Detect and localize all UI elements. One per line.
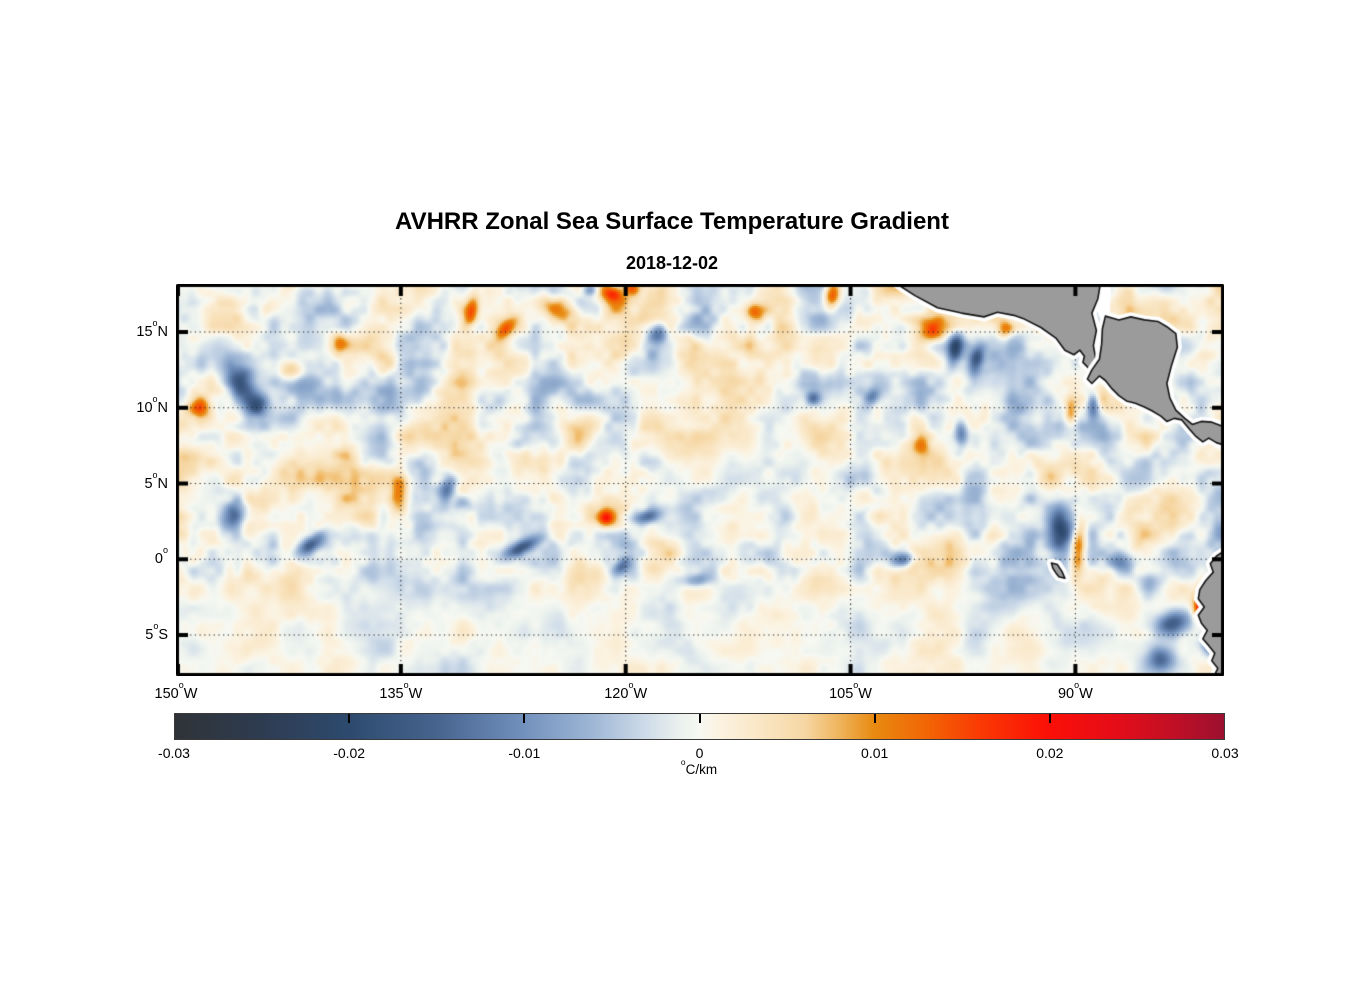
colorbar-tick bbox=[873, 714, 876, 723]
colorbar-tick-label: 0.02 bbox=[1036, 745, 1064, 761]
date-subtitle: 2018-12-02 bbox=[625, 253, 719, 273]
colorbar-unit-label: oC/km bbox=[680, 756, 718, 777]
x-tick-label: 150oW bbox=[154, 680, 198, 702]
y-tick-label: 5oN bbox=[144, 469, 168, 492]
x-tick-label: 90oW bbox=[1057, 680, 1093, 702]
colorbar-tick-label: 0 bbox=[695, 745, 704, 761]
y-tick-label: 0o bbox=[154, 545, 168, 568]
colorbar-tick bbox=[523, 714, 526, 723]
colorbar-tick-label: 0.01 bbox=[861, 745, 889, 761]
colorbar-tick-label: -0.01 bbox=[508, 745, 541, 761]
colorbar-tick bbox=[348, 714, 351, 723]
map-canvas bbox=[176, 284, 1224, 676]
colorbar-tick-label: -0.03 bbox=[158, 745, 190, 761]
y-tick-label: 10oN bbox=[136, 393, 168, 416]
colorbar-tick-label: 0.03 bbox=[1211, 745, 1239, 761]
x-tick-label: 105oW bbox=[829, 680, 872, 702]
colorbar-tick bbox=[698, 714, 701, 723]
colorbar-tick bbox=[1048, 714, 1051, 723]
page-title: AVHRR Zonal Sea Surface Temperature Grad… bbox=[395, 208, 949, 235]
x-tick-label: 135oW bbox=[379, 680, 423, 702]
x-tick-label: 120oW bbox=[604, 680, 648, 702]
y-tick-label: 5oS bbox=[145, 621, 168, 644]
colorbar-tick-label: -0.02 bbox=[333, 745, 366, 761]
y-tick-label: 15oN bbox=[136, 318, 168, 341]
